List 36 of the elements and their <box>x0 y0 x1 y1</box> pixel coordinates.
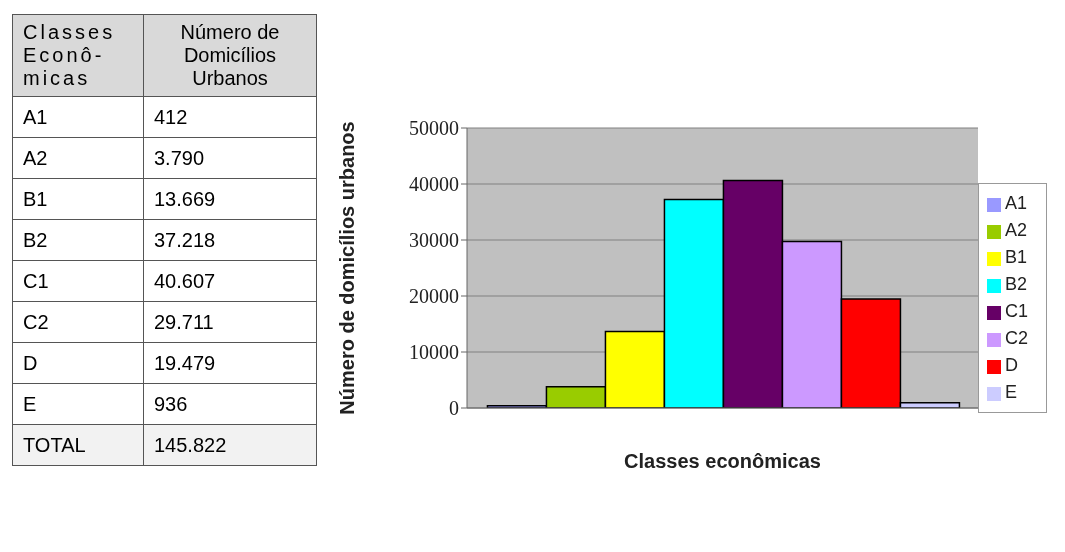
text: B2 <box>12 219 144 261</box>
y-tick-label: 20000 <box>409 285 459 308</box>
text: 37.218 <box>143 219 317 261</box>
legend-label: D <box>1004 355 1018 375</box>
x-axis-title: Classes econômicas <box>624 450 821 472</box>
text: E <box>12 383 144 425</box>
text: A2 <box>12 137 144 179</box>
text: 936 <box>143 383 317 425</box>
text: 13.669 <box>143 178 317 220</box>
text: 29.711 <box>143 301 317 343</box>
text: 145.822 <box>143 424 317 466</box>
legend-label: B2 <box>1004 274 1028 294</box>
text: Classes Econô-micas <box>12 14 144 97</box>
text: 19.479 <box>143 342 317 384</box>
legend-label: B1 <box>1004 247 1028 267</box>
legend-label: C2 <box>1004 328 1028 348</box>
y-tick-label: 0 <box>449 397 459 420</box>
text: 40.607 <box>143 260 317 302</box>
legend-label: A1 <box>1004 193 1028 213</box>
legend-label: E <box>1004 382 1017 402</box>
text: B1 <box>12 178 144 220</box>
text: D <box>12 342 144 384</box>
y-axis-title: Número de domicílios urbanos <box>336 121 359 415</box>
text: C1 <box>12 260 144 302</box>
text: TOTAL <box>12 424 144 466</box>
y-tick-label: 10000 <box>409 341 459 364</box>
y-tick-label: 30000 <box>409 229 459 252</box>
text: A1 <box>12 96 144 138</box>
text: Número de Domicílios Urbanos <box>143 14 317 97</box>
text: 412 <box>143 96 317 138</box>
legend-label: C1 <box>1004 301 1028 321</box>
y-tick-label: 40000 <box>409 173 459 196</box>
y-tick-label: 50000 <box>409 117 459 140</box>
text: 3.790 <box>143 137 317 179</box>
legend-label: A2 <box>1004 220 1028 240</box>
text: C2 <box>12 301 144 343</box>
